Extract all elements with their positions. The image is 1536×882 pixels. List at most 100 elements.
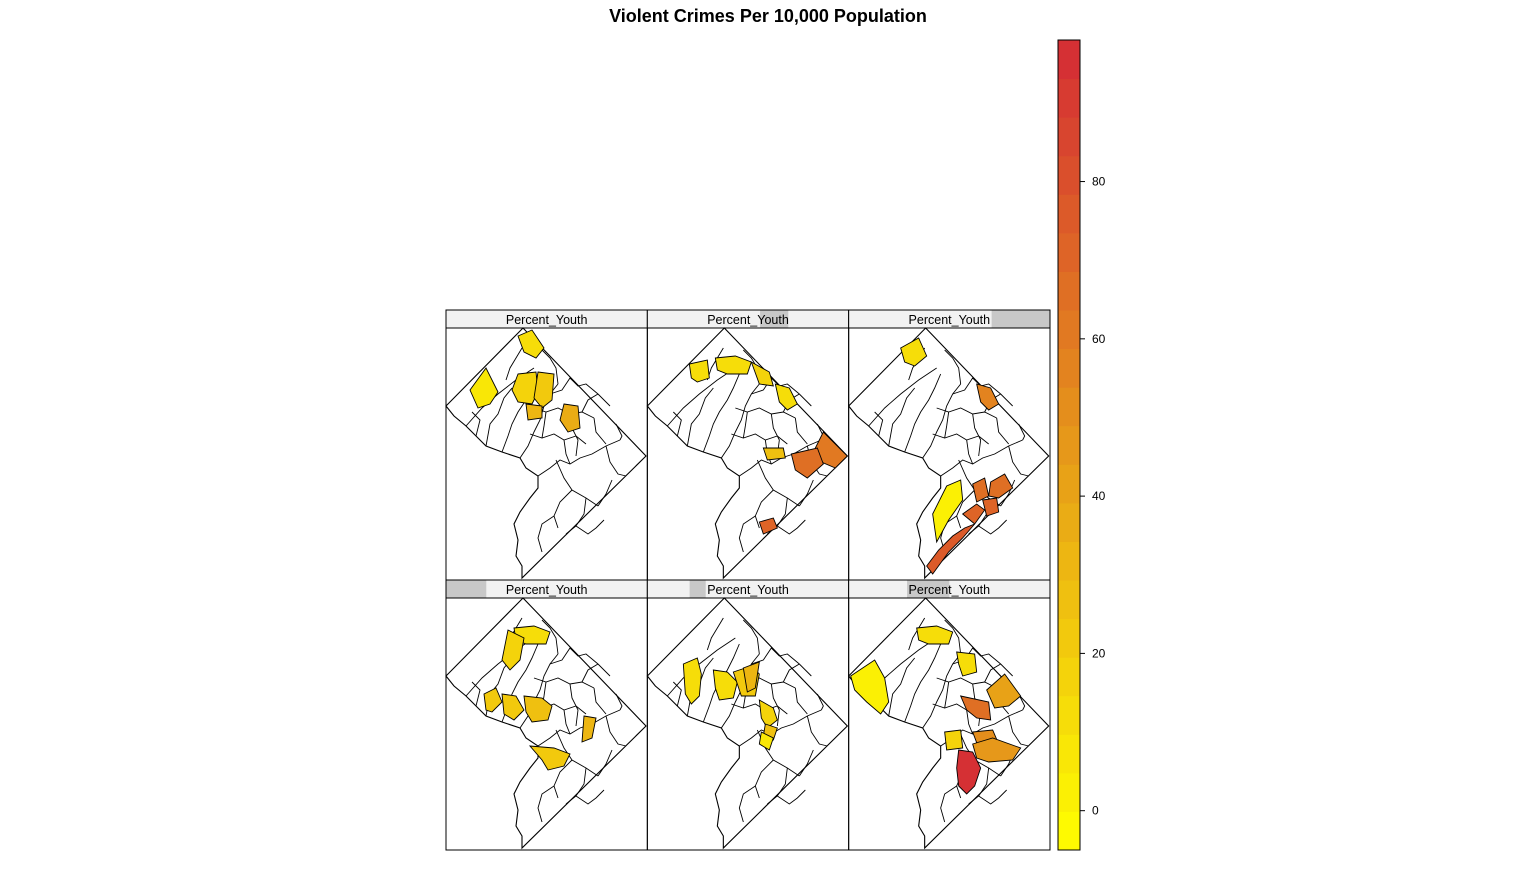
map-panel-6: Percent_Youth [847, 579, 1051, 851]
tract-boundary [944, 619, 962, 655]
tract-boundary [605, 445, 627, 477]
strip-label: Percent_Youth [909, 583, 991, 597]
tract-boundary [968, 767, 990, 805]
strip-label: Percent_Youth [707, 583, 789, 597]
tract-upper-central [916, 625, 954, 645]
tract-boundary [816, 693, 824, 711]
tract-central-south [525, 403, 543, 421]
city-outline [847, 327, 1050, 580]
tract-boundary [553, 489, 573, 529]
tract-boundary [615, 693, 623, 711]
map-title: Violent Crimes Per 10,000 Population [609, 6, 927, 26]
tract-boundary [944, 681, 950, 709]
map-panel-3: Percent_Youth [847, 309, 1051, 581]
tract-boundary [597, 479, 613, 507]
city-outline [646, 327, 849, 580]
tract-boundary [754, 759, 774, 799]
tract-boundary [1008, 445, 1029, 477]
tract-central-east [533, 371, 555, 409]
tract-boundary [541, 619, 559, 655]
map-panel-4: Percent_Youth [445, 579, 648, 851]
tract-boundary [537, 709, 621, 747]
tract-boundary [966, 709, 974, 735]
color-key-tick-label: 20 [1092, 646, 1106, 660]
panel-border [848, 597, 1051, 851]
tract-boundary [936, 677, 997, 689]
tract-south-east [758, 517, 778, 535]
tract-boundary [1018, 423, 1026, 441]
tract-northeast-edge [976, 383, 1000, 411]
tract-boundary [794, 417, 808, 445]
tract-center-3 [742, 661, 760, 693]
tract-boundary [888, 657, 916, 717]
tract-southeast-4 [982, 497, 1000, 517]
dc-map [847, 597, 1050, 850]
color-key-segment [1058, 657, 1080, 697]
tract-boundary [794, 687, 808, 715]
tract-boundary [956, 489, 975, 529]
map-panel-5: Percent_Youth [646, 579, 850, 851]
color-key-segment [1058, 734, 1080, 774]
tract-boundary [563, 709, 571, 735]
strip-background [446, 310, 648, 328]
tract-west [682, 657, 702, 705]
tract-boundary [940, 785, 957, 823]
tract-boundary [940, 439, 1023, 477]
tract-boundary [666, 367, 736, 427]
color-key-segment [1058, 695, 1080, 735]
dc-map [646, 327, 849, 580]
tract-boundary [575, 789, 605, 805]
tract-boundary [537, 439, 621, 477]
tract-upper-west [688, 359, 710, 383]
color-key-border [1057, 39, 1081, 851]
tract-boundary [944, 411, 950, 439]
shingle-bar [907, 580, 950, 598]
shingle-bar [760, 310, 789, 328]
tract-far-south [926, 523, 976, 575]
strip-background [647, 310, 849, 328]
tract-south-2 [758, 731, 774, 751]
tract-boundary [806, 715, 828, 747]
tract-east-mid [959, 695, 992, 721]
color-key-segment [1058, 580, 1080, 620]
tract-boundary [782, 663, 800, 683]
tract-southeast-3 [961, 503, 986, 525]
tract-boundary [471, 411, 481, 437]
tract-west-3 [501, 629, 525, 671]
tract-boundary [777, 789, 806, 805]
tract-boundary [738, 785, 756, 823]
strip-background [446, 580, 648, 598]
tract-boundary [702, 373, 740, 453]
tract-boundary [706, 617, 724, 651]
tract-boundary [581, 663, 599, 683]
tract-boundary [904, 373, 942, 453]
tract-boundary [533, 677, 595, 689]
tract-northwest-edge [469, 367, 499, 409]
tract-boundary [666, 637, 736, 697]
tract-northwest-large [850, 659, 890, 715]
tract-boundary [978, 519, 1007, 535]
color-key-segment [1058, 40, 1080, 80]
color-key-segment [1058, 772, 1080, 812]
strip-label: Percent_Youth [909, 313, 991, 327]
tract-boundary [615, 423, 623, 441]
shingle-bar [689, 580, 706, 598]
color-key-tick-label: 60 [1092, 332, 1106, 346]
panels-layer: Percent_Youth Percent_Youth Percent_Youth P… [445, 309, 1051, 851]
tract-boundary [686, 387, 714, 447]
tract-boundary [908, 617, 926, 651]
tract-boundary [1018, 693, 1026, 711]
dc-map [445, 327, 647, 580]
tract-boundary [605, 715, 627, 747]
tract-boundary [944, 349, 962, 385]
tract-east-large [986, 673, 1022, 709]
shingle-bar [446, 580, 487, 598]
tract-central [523, 695, 553, 723]
strip-label: Percent_Youth [707, 313, 789, 327]
tract-boundary [593, 687, 607, 715]
tract-boundary [1008, 715, 1029, 747]
tract-boundary [553, 759, 573, 799]
tract-south-mid [944, 729, 964, 751]
tract-southeast-2 [972, 737, 1022, 763]
